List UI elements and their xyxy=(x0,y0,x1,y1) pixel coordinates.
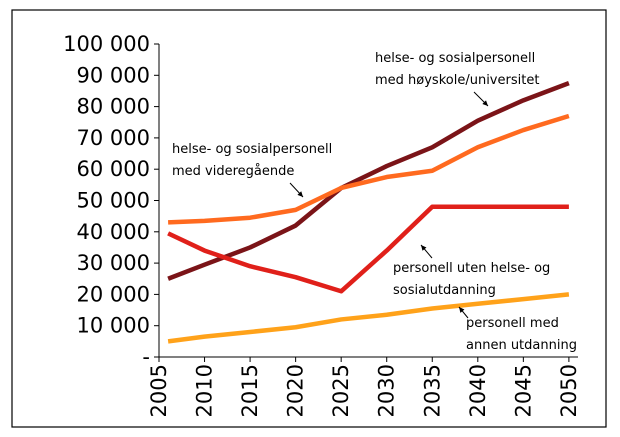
arrow-head xyxy=(459,307,465,313)
annotation: personell med xyxy=(466,316,559,331)
y-tick-label: 70 000 xyxy=(77,126,150,150)
annotation: annen utdanning xyxy=(466,338,577,353)
arrow-head xyxy=(482,100,488,106)
y-tick-label: 50 000 xyxy=(77,189,150,213)
x-tick-label: 2015 xyxy=(238,364,262,417)
x-tick-label: 2040 xyxy=(466,364,490,417)
x-tick-label: 2050 xyxy=(557,364,581,417)
annotation: med høyskole/universitet xyxy=(375,73,539,88)
annotation: helse- og sosialpersonell xyxy=(375,51,535,66)
x-tick-label: 2025 xyxy=(329,364,353,417)
x-tick-label: 2010 xyxy=(193,364,217,417)
x-tick-label: 2005 xyxy=(147,364,171,417)
y-tick-label: 20 000 xyxy=(77,282,150,306)
series-line xyxy=(167,204,569,294)
annotation: personell uten helse- og xyxy=(393,261,550,276)
series-line xyxy=(168,113,570,225)
y-tick-label: 10 000 xyxy=(77,314,150,338)
arrow-head xyxy=(297,191,303,197)
y-tick-label: 80 000 xyxy=(77,95,150,119)
annotation: med videregående xyxy=(172,164,294,179)
x-tick-label: 2035 xyxy=(420,364,444,417)
series-line xyxy=(167,292,570,344)
x-tick-label: 2030 xyxy=(375,364,399,417)
y-tick-label: 30 000 xyxy=(77,251,150,275)
arrow-head xyxy=(421,245,427,251)
x-tick-label: 2020 xyxy=(284,364,308,417)
y-tick-label: 60 000 xyxy=(77,157,150,181)
x-tick-label: 2045 xyxy=(511,364,535,417)
annotation: sosialutdanning xyxy=(393,283,496,298)
y-tick-label: - xyxy=(142,345,150,369)
annotation: helse- og sosialpersonell xyxy=(172,142,332,157)
y-tick-label: 100 000 xyxy=(63,32,150,56)
y-tick-label: 90 000 xyxy=(77,63,150,87)
y-tick-label: 40 000 xyxy=(77,220,150,244)
